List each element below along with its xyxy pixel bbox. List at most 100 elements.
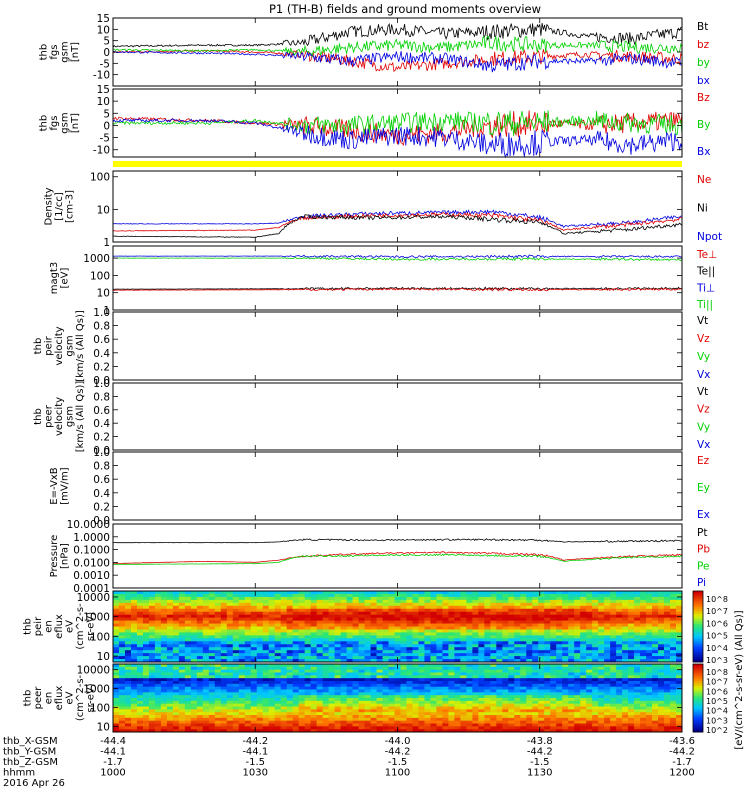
spectrogram-cell [160, 706, 168, 710]
spectrogram-cell [274, 593, 282, 598]
spectrogram-cell [616, 626, 623, 630]
spectrogram-cell [232, 617, 240, 621]
x-row-value: -1.7 [103, 757, 123, 768]
spectrogram-cell [118, 599, 126, 604]
spectrogram-cell [616, 596, 623, 601]
spectrogram-cell [238, 700, 246, 705]
spectrogram-cell [406, 641, 413, 645]
spectrogram-cell [154, 669, 162, 673]
spectrogram-cell [568, 641, 575, 645]
spectrogram-cell [268, 692, 276, 696]
spectrogram-cell [490, 647, 497, 651]
spectrogram-cell [508, 608, 515, 613]
spectrogram-cell [130, 644, 138, 648]
spectrogram-cell [268, 706, 276, 710]
spectrogram-cell [148, 605, 156, 610]
spectrogram-cell [538, 656, 545, 660]
spectrogram-cell [520, 641, 527, 645]
spectrogram-cell [370, 602, 377, 607]
spectrogram-cell [454, 706, 461, 710]
spectrogram-cell [113, 715, 120, 719]
spectrogram-cell [382, 656, 389, 660]
spectrogram-cell [394, 620, 401, 624]
spectrogram-cell [376, 703, 383, 707]
spectrogram-cell [376, 686, 383, 690]
spectrogram-cell [298, 683, 306, 688]
spectrogram-cell [334, 635, 341, 639]
spectrogram-cell [592, 596, 599, 601]
spectrogram-cell [658, 686, 665, 690]
spectrogram-cell [238, 729, 246, 733]
spectrogram-cell [460, 692, 467, 696]
spectrogram-cell [538, 635, 545, 639]
spectrogram-cell [124, 695, 132, 699]
spectrogram-cell [586, 683, 593, 688]
spectrogram-cell [646, 656, 653, 660]
spectrogram-cell [382, 620, 389, 624]
spectrogram-cell [418, 720, 425, 724]
spectrogram-cell [652, 617, 659, 621]
spectrogram-cell [532, 706, 539, 710]
spectrogram-cell [436, 591, 443, 595]
spectrogram-cell [322, 666, 330, 671]
spectrogram-cell [514, 614, 521, 619]
peir_velocity-y-label: thb peir velocity gsm [km/s (All Qs)] [33, 310, 86, 382]
spectrogram-cell [172, 712, 180, 716]
spectrogram-cell [676, 659, 683, 663]
spectrogram-cell [316, 656, 324, 660]
spectrogram-cell [130, 593, 138, 598]
spectrogram-cell [562, 593, 569, 598]
spectrogram-cell [598, 692, 605, 696]
spectrogram-cell [532, 650, 539, 654]
spectrogram-cell [568, 700, 575, 705]
spectrogram-cell [274, 712, 282, 716]
spectrogram-cell [382, 698, 389, 702]
spectrogram-cell [412, 611, 419, 616]
spectrogram-cell [316, 602, 324, 607]
spectrogram-cell [262, 620, 270, 624]
spectrogram-cell [406, 692, 413, 696]
spectrogram-cell [484, 700, 491, 705]
spectrogram-cell [598, 698, 605, 702]
spectrogram-cell [406, 723, 413, 727]
spectrogram-cell [334, 602, 341, 607]
spectrogram-cell [490, 591, 497, 595]
spectrogram-cell [424, 720, 431, 724]
spectrogram-cell [478, 602, 485, 607]
spectrogram-cell [574, 681, 581, 685]
spectrogram-cell [310, 675, 318, 679]
spectrogram-cell [622, 602, 629, 607]
spectrogram-cell [292, 653, 300, 657]
spectrogram-cell [568, 717, 575, 722]
spectrogram-cell [436, 720, 443, 724]
spectrogram-cell [502, 672, 509, 676]
spectrogram-cell [652, 689, 659, 693]
spectrogram-cell [352, 644, 359, 648]
spectrogram-cell [268, 650, 276, 654]
spectrogram-cell [394, 647, 401, 651]
spectrogram-cell [460, 644, 467, 648]
y-label-line: peir [33, 616, 44, 636]
spectrogram-cell [604, 703, 611, 707]
spectrogram-cell [652, 623, 659, 627]
spectrogram-cell [574, 626, 581, 630]
spectrogram-cell [508, 681, 515, 685]
spectrogram-cell [568, 706, 575, 710]
spectrogram-cell [634, 620, 641, 624]
spectrogram-cell [526, 703, 533, 707]
spectrogram-cell [550, 692, 557, 696]
spectrogram-cell [370, 629, 377, 633]
spectrogram-cell [208, 700, 216, 705]
spectrogram-cell [628, 683, 635, 688]
spectrogram-cell [544, 641, 551, 645]
spectrogram-cell [484, 644, 491, 648]
spectrogram-cell [328, 623, 336, 627]
spectrogram-cell [436, 698, 443, 702]
spectrogram-cell [460, 614, 467, 619]
spectrogram-cell [532, 659, 539, 663]
spectrogram-cell [640, 717, 647, 722]
spectrogram-cell [520, 629, 527, 633]
peir_spectrogram-y-label: thb peir en eflux eV (cm^2-s-sr-eV) [23, 603, 97, 650]
spectrogram-cell [442, 683, 449, 688]
spectrogram-cell [604, 672, 611, 676]
